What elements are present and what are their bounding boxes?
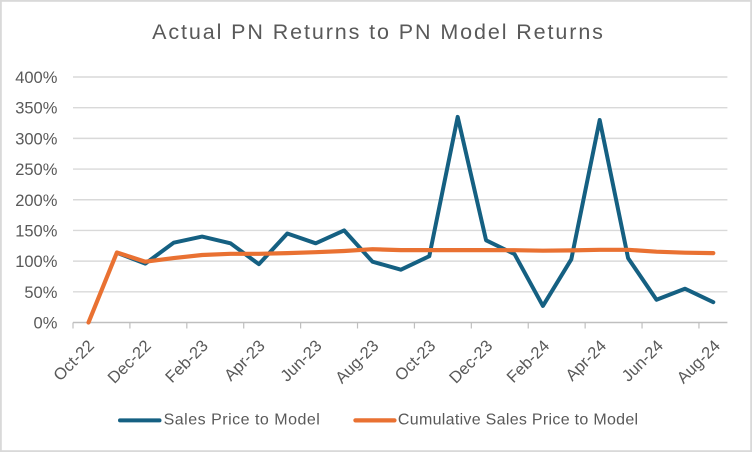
svg-text:100%: 100% <box>15 253 58 271</box>
svg-text:400%: 400% <box>15 69 58 87</box>
svg-text:Cumulative Sales Price to Mode: Cumulative Sales Price to Model <box>398 411 639 428</box>
svg-text:200%: 200% <box>15 192 58 210</box>
svg-text:350%: 350% <box>15 100 58 118</box>
svg-text:150%: 150% <box>15 222 58 240</box>
svg-text:50%: 50% <box>24 284 57 302</box>
svg-text:Actual PN Returns to PN Model: Actual PN Returns to PN Model Returns <box>152 20 605 44</box>
svg-text:250%: 250% <box>15 161 58 179</box>
svg-text:300%: 300% <box>15 130 58 148</box>
svg-text:Sales Price to Model: Sales Price to Model <box>164 411 321 428</box>
svg-text:0%: 0% <box>34 315 58 333</box>
